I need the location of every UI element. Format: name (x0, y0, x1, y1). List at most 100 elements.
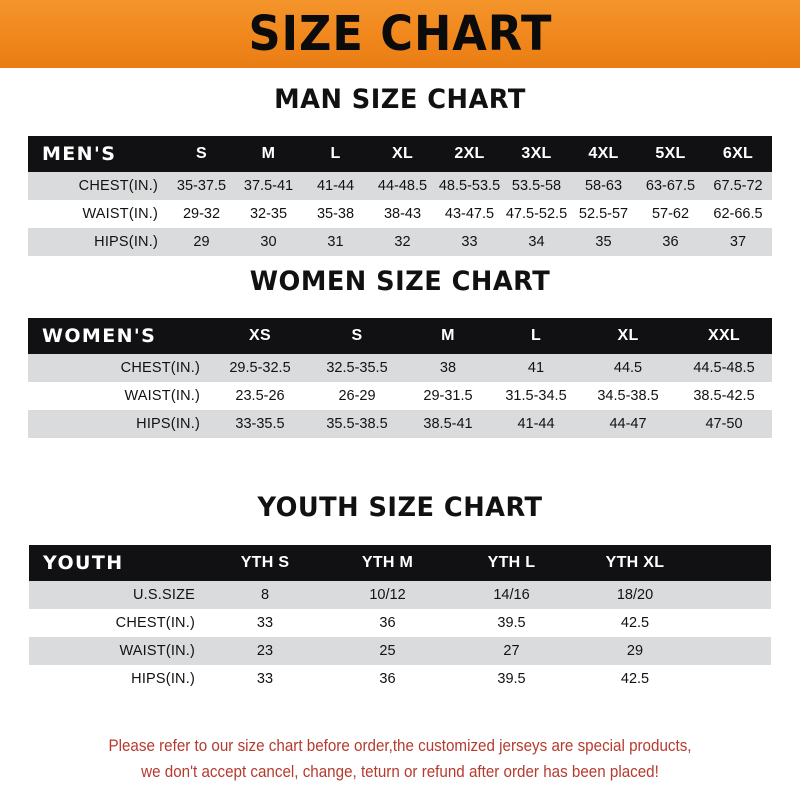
table-row: CHEST(IN.) 29.5-32.5 32.5-35.5 38 41 44.… (28, 354, 772, 382)
table-cell: 18/20 (616, 587, 654, 603)
man-row-label-chest: CHEST(IN.) (78, 178, 158, 194)
table-cell: 14/16 (493, 587, 530, 603)
table-row: HIPS(IN.) 33-35.5 35.5-38.5 38.5-41 41-4… (28, 410, 772, 438)
man-size-chart-heading: MAN SIZE CHART (274, 84, 526, 115)
table-cell: 23.5-26 (235, 388, 285, 404)
women-size-col-l: L (530, 327, 542, 344)
youth-row-label-chest: CHEST(IN.) (115, 615, 195, 631)
table-cell: 38 (439, 360, 457, 376)
table-cell: 44.5-48.5 (693, 360, 755, 376)
women-size-col-xxl: XXL (707, 327, 741, 344)
table-cell: 41 (527, 360, 545, 376)
table-cell: 29.5-32.5 (229, 360, 291, 376)
women-row-label-waist: WAIST(IN.) (124, 388, 200, 404)
man-size-col-5xl: 5XL (655, 145, 686, 162)
man-row-label-waist: WAIST(IN.) (82, 206, 158, 222)
table-cell: 47.5-52.5 (505, 206, 568, 222)
table-cell: 38.5-42.5 (693, 388, 755, 404)
youth-row-label-waist: WAIST(IN.) (119, 643, 195, 659)
man-size-col-4xl: 4XL (588, 145, 619, 162)
page-title: SIZE CHART (248, 6, 552, 62)
table-cell: 62-66.5 (713, 206, 763, 222)
order-policy-note-line2: we don't accept cancel, change, teturn o… (141, 763, 659, 781)
table-cell: 23 (256, 643, 274, 659)
youth-row-spacer (697, 609, 771, 637)
table-row: CHEST(IN.) 35-37.5 37.5-41 41-44 44-48.5… (28, 172, 772, 200)
table-cell: 67.5-72 (713, 178, 763, 194)
table-row: HIPS(IN.) 33 36 39.5 42.5 (29, 665, 771, 693)
youth-size-col-xl: YTH XL (605, 554, 665, 571)
table-cell: 42.5 (620, 671, 650, 687)
table-row: WAIST(IN.) 23 25 27 29 (29, 637, 771, 665)
table-cell: 32-35 (249, 206, 288, 222)
women-size-col-xl: XL (617, 327, 639, 344)
man-corner-label: MEN'S (42, 143, 117, 165)
table-cell: 36 (379, 671, 396, 687)
women-size-chart-table-wrap: WOMEN'S XS S M L XL XXL CHEST(IN.) 29.5-… (0, 318, 800, 438)
women-section-heading-wrap: WOMEN SIZE CHART (0, 266, 800, 297)
table-cell: 36 (379, 615, 396, 631)
order-policy-note-line1: Please refer to our size chart before or… (108, 737, 692, 755)
man-size-col-2xl: 2XL (454, 145, 485, 162)
table-cell: 29 (193, 234, 210, 250)
table-cell: 44-47 (609, 416, 647, 432)
women-size-chart-table: WOMEN'S XS S M L XL XXL CHEST(IN.) 29.5-… (28, 318, 772, 438)
women-row-label-chest: CHEST(IN.) (120, 360, 200, 376)
table-row: U.S.SIZE 8 10/12 14/16 18/20 (29, 581, 771, 609)
table-cell: 39.5 (497, 671, 526, 687)
man-size-chart-table: MEN'S S M L XL 2XL 3XL 4XL 5XL 6XL CHEST… (28, 136, 772, 256)
table-cell: 47-50 (705, 416, 743, 432)
women-row-label-hips: HIPS(IN.) (136, 416, 200, 432)
table-row: WAIST(IN.) 29-32 32-35 35-38 38-43 43-47… (28, 200, 772, 228)
youth-row-spacer (697, 637, 771, 665)
youth-row-label-ussize: U.S.SIZE (132, 587, 195, 603)
table-cell: 25 (379, 643, 396, 659)
man-size-col-3xl: 3XL (521, 145, 552, 162)
youth-size-col-m: YTH M (361, 554, 414, 571)
table-cell: 35-38 (316, 206, 355, 222)
table-cell: 43-47.5 (444, 206, 495, 222)
youth-header-spacer (697, 545, 771, 581)
table-cell: 39.5 (497, 615, 526, 631)
youth-size-chart-table: YOUTH YTH S YTH M YTH L YTH XL U.S.SIZE … (29, 545, 771, 693)
table-cell: 30 (260, 234, 277, 250)
table-cell: 58-63 (584, 178, 623, 194)
table-cell: 52.5-57 (578, 206, 629, 222)
table-cell: 34 (528, 234, 545, 250)
women-corner-label: WOMEN'S (42, 325, 157, 347)
women-size-col-xs: XS (249, 327, 271, 344)
youth-size-col-s: YTH S (240, 554, 290, 571)
youth-row-spacer (697, 665, 771, 693)
table-cell: 33 (256, 671, 274, 687)
table-cell: 29 (626, 643, 644, 659)
table-row: WAIST(IN.) 23.5-26 26-29 29-31.5 31.5-34… (28, 382, 772, 410)
table-cell: 41-44 (517, 416, 555, 432)
man-size-col-s: S (196, 145, 207, 162)
table-cell: 48.5-53.5 (438, 178, 501, 194)
table-cell: 38.5-41 (423, 416, 473, 432)
women-table-header-row: WOMEN'S XS S M L XL XXL (28, 318, 772, 354)
youth-size-chart-heading: YOUTH SIZE CHART (257, 492, 543, 523)
table-cell: 36 (662, 234, 679, 250)
youth-row-spacer (697, 581, 771, 609)
table-cell: 57-62 (651, 206, 690, 222)
table-cell: 27 (503, 643, 520, 659)
youth-corner-label: YOUTH (43, 552, 124, 574)
table-cell: 32 (394, 234, 411, 250)
table-cell: 44.5 (613, 360, 643, 376)
table-cell: 37 (729, 234, 747, 250)
table-cell: 63-67.5 (645, 178, 696, 194)
table-cell: 53.5-58 (511, 178, 562, 194)
man-size-chart-table-wrap: MEN'S S M L XL 2XL 3XL 4XL 5XL 6XL CHEST… (0, 136, 800, 256)
table-cell: 35-37.5 (176, 178, 227, 194)
page-banner: SIZE CHART (0, 0, 800, 68)
man-section-heading-wrap: MAN SIZE CHART (0, 84, 800, 115)
table-cell: 44-48.5 (377, 178, 428, 194)
table-cell: 33 (461, 234, 478, 250)
table-cell: 10/12 (369, 587, 406, 603)
table-cell: 32.5-35.5 (326, 360, 388, 376)
order-policy-note: Please refer to our size chart before or… (32, 733, 768, 785)
man-size-col-m: M (261, 145, 276, 162)
women-size-chart-heading: WOMEN SIZE CHART (249, 266, 551, 297)
table-cell: 41-44 (316, 178, 355, 194)
